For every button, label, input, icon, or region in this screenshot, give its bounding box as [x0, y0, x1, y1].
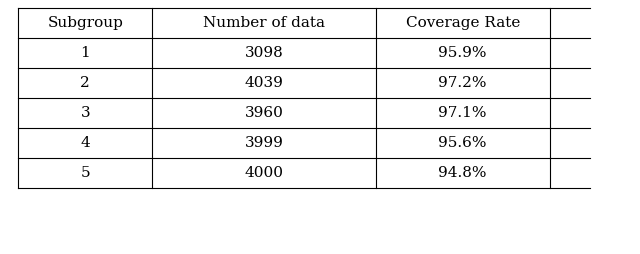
Text: 4039: 4039	[244, 76, 284, 90]
Text: 95.9%: 95.9%	[438, 46, 487, 60]
Text: 1: 1	[81, 46, 90, 60]
Text: 3098: 3098	[244, 46, 284, 60]
Text: 3999: 3999	[244, 136, 284, 150]
Text: 2: 2	[81, 76, 90, 90]
Text: 94.8%: 94.8%	[438, 166, 487, 180]
Text: Number of data: Number of data	[203, 16, 325, 30]
Text: Subgroup: Subgroup	[47, 16, 123, 30]
Text: 3: 3	[81, 106, 90, 120]
Text: 97.1%: 97.1%	[438, 106, 487, 120]
Text: 5: 5	[81, 166, 90, 180]
Text: 97.2%: 97.2%	[438, 76, 487, 90]
Text: Coverage Rate: Coverage Rate	[406, 16, 520, 30]
Text: 3960: 3960	[244, 106, 284, 120]
Text: 95.6%: 95.6%	[438, 136, 487, 150]
Text: 4: 4	[81, 136, 90, 150]
Text: 4000: 4000	[244, 166, 284, 180]
